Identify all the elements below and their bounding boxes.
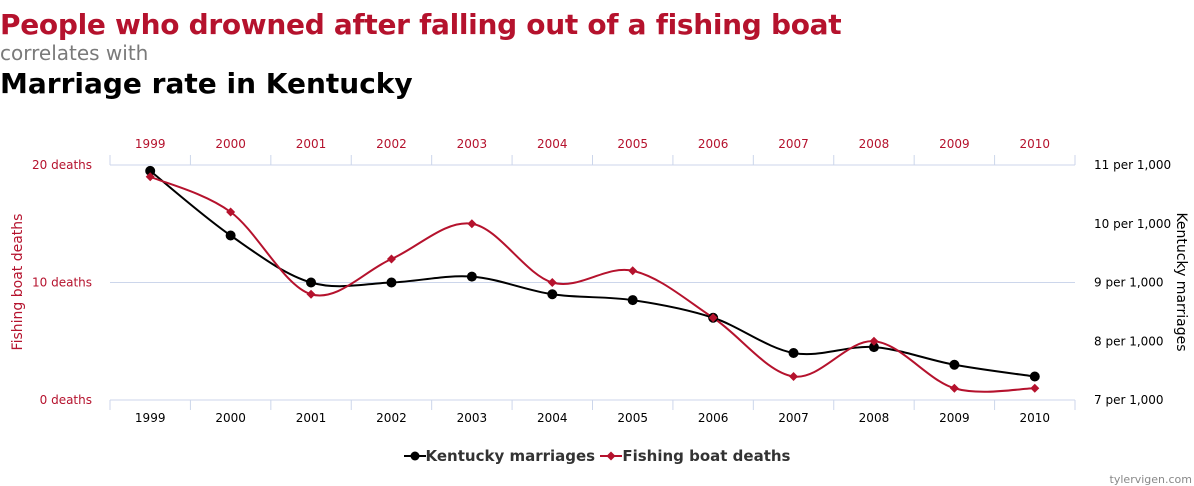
point-marriages	[386, 277, 397, 288]
series-line-marriages	[149, 170, 1035, 378]
right-y-tick-label: 8 per 1,000	[1094, 334, 1164, 348]
top-x-tick-label: 2008	[859, 137, 890, 151]
top-x-tick-label: 2005	[617, 137, 648, 151]
right-axis-title: Kentucky marriages	[1173, 212, 1189, 351]
bottom-x-tick-label: 2003	[457, 411, 488, 425]
right-y-tick-label: 7 per 1,000	[1094, 393, 1164, 407]
bottom-x-tick-label: 2010	[1020, 411, 1051, 425]
right-y-tick-label: 11 per 1,000	[1094, 158, 1171, 172]
point-marriages	[306, 277, 317, 288]
chart-legend: Kentucky marriages Fishing boat deaths	[0, 446, 1194, 465]
chart-subtitle: Marriage rate in Kentucky	[0, 67, 413, 100]
point-fishing	[226, 207, 236, 217]
bottom-x-tick-label: 2006	[698, 411, 729, 425]
chart-canvas: 1999 1999 2000 2000 2001 2001 2002 2002 2003 2003…	[10, 137, 1189, 425]
point-marriages	[949, 359, 960, 370]
bottom-x-tick-label: 2001	[296, 411, 327, 425]
left-y-tick-label: 0 deaths	[40, 393, 92, 407]
top-x-tick-label: 2002	[376, 137, 407, 151]
top-x-tick-label: 1999	[135, 137, 166, 151]
bottom-x-tick-label: 2007	[778, 411, 809, 425]
point-marriages	[627, 295, 638, 306]
bottom-x-tick-label: 2009	[939, 411, 970, 425]
top-x-tick-label: 2003	[457, 137, 488, 151]
legend-label-marriages: Kentucky marriages	[425, 446, 596, 465]
top-x-tick-label: 2007	[778, 137, 809, 151]
top-x-tick-label: 2001	[296, 137, 327, 151]
top-x-tick-label: 2004	[537, 137, 568, 151]
legend-label-fishing: Fishing boat deaths	[622, 446, 791, 465]
point-fishing	[628, 266, 638, 276]
point-fishing	[145, 172, 155, 182]
point-marriages	[868, 342, 879, 353]
chart-title: People who drowned after falling out of …	[0, 8, 842, 41]
top-x-tick-label: 2000	[215, 137, 246, 151]
top-x-tick-label: 2009	[939, 137, 970, 151]
credit-text: tylervigen.com	[1109, 473, 1192, 486]
point-marriages	[547, 289, 558, 300]
chart-connector: correlates with	[0, 41, 149, 65]
point-marriages	[145, 165, 156, 176]
point-marriages	[1029, 371, 1040, 382]
right-y-tick-label: 9 per 1,000	[1094, 276, 1164, 290]
top-x-tick-label: 2006	[698, 137, 729, 151]
legend-item-fishing[interactable]: Fishing boat deaths	[600, 447, 790, 465]
point-fishing	[789, 372, 799, 381]
legend-marker-fishing	[600, 451, 623, 461]
point-marriages	[225, 230, 236, 241]
series-line-fishing	[149, 175, 1035, 393]
legend-item-marriages[interactable]: Kentucky marriages	[403, 446, 596, 465]
bottom-x-tick-label: 2005	[617, 411, 648, 425]
point-marriages	[788, 348, 799, 358]
point-fishing	[547, 278, 557, 287]
point-fishing	[306, 289, 316, 299]
legend-marker-marriages	[403, 451, 426, 461]
top-x-tick-label: 2010	[1020, 137, 1051, 151]
point-marriages	[466, 271, 477, 282]
bottom-x-tick-label: 2000	[215, 411, 246, 425]
left-y-tick-label: 10 deaths	[32, 276, 92, 290]
point-fishing	[708, 313, 718, 323]
right-y-tick-label: 10 per 1,000	[1094, 217, 1171, 231]
bottom-x-tick-label: 2008	[859, 411, 890, 425]
left-y-tick-label: 20 deaths	[32, 158, 92, 172]
point-fishing	[467, 219, 477, 229]
point-fishing	[1030, 383, 1040, 393]
point-fishing	[869, 336, 879, 346]
point-fishing	[949, 383, 959, 393]
bottom-x-tick-label: 2002	[376, 411, 407, 425]
bottom-x-tick-label: 1999	[135, 411, 166, 425]
bottom-x-tick-label: 2004	[537, 411, 568, 425]
point-fishing	[386, 254, 396, 264]
left-axis-title: Fishing boat deaths	[10, 214, 26, 351]
